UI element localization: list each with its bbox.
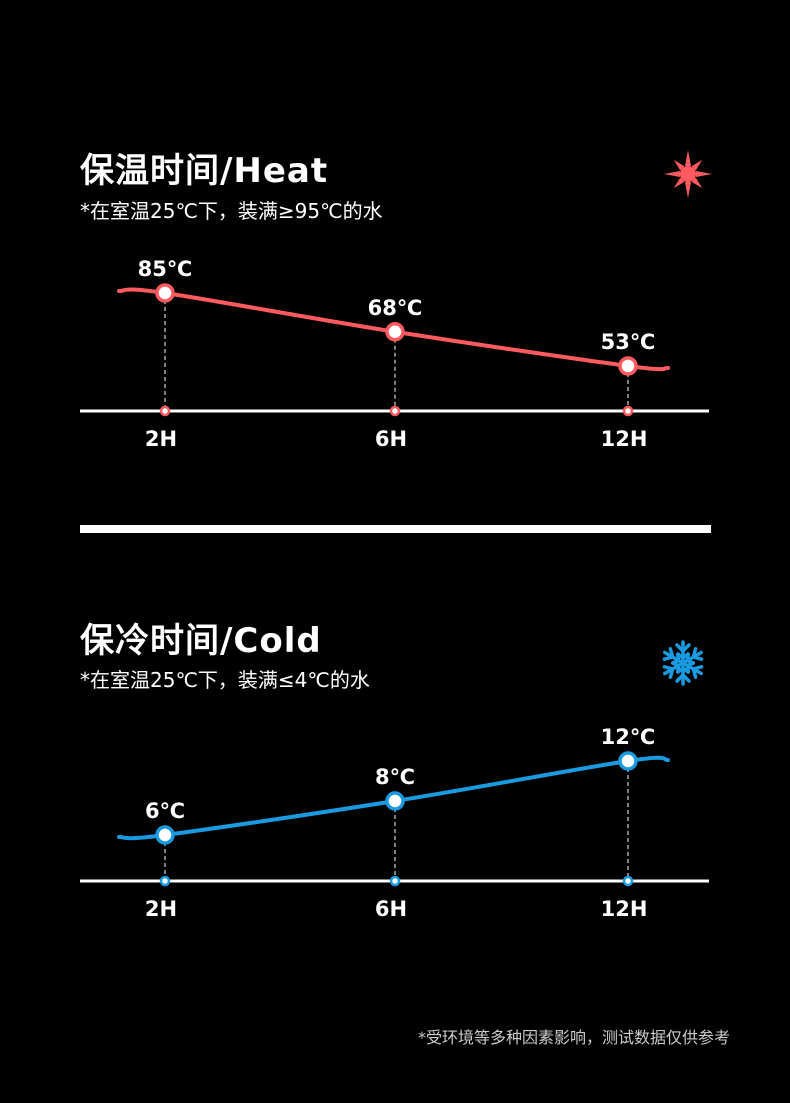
data-label: 85℃: [138, 257, 193, 281]
data-point: [385, 322, 405, 342]
heat-subtitle: *在室温25℃下，装满≥95℃的水: [80, 199, 383, 223]
cold-subtitle: *在室温25℃下，装满≤4℃的水: [80, 668, 370, 692]
axis-marker: [622, 405, 634, 417]
axis-marker: [389, 875, 401, 887]
axis-marker: [159, 875, 171, 887]
cold-title: 保冷时间/Cold: [80, 621, 322, 661]
x-tick-label: 2H: [145, 897, 177, 921]
data-point: [618, 356, 638, 376]
axis-marker: [389, 405, 401, 417]
x-tick-label: 12H: [601, 897, 648, 921]
x-tick-label: 6H: [375, 897, 407, 921]
sun-icon: [664, 150, 712, 198]
data-label: 12℃: [601, 725, 656, 749]
data-point: [155, 283, 175, 303]
data-label: 68℃: [368, 296, 423, 320]
snowflake-icon: [660, 640, 706, 686]
cold-chart: 6℃ 2H 8℃ 6H 12℃ 12H: [80, 725, 709, 921]
axis-marker: [622, 875, 634, 887]
data-point: [618, 751, 638, 771]
heat-title: 保温时间/Heat: [80, 151, 329, 191]
heat-chart: 85℃ 2H 68℃ 6H 53℃ 12H: [80, 257, 709, 451]
section-divider: [80, 525, 711, 533]
data-label: 53℃: [601, 330, 656, 354]
data-label: 8℃: [375, 765, 415, 789]
data-point: [155, 825, 175, 845]
data-label: 6℃: [145, 799, 185, 823]
x-tick-label: 12H: [601, 427, 648, 451]
data-point: [385, 791, 405, 811]
x-tick-label: 6H: [375, 427, 407, 451]
footnote: *受环境等多种因素影响，测试数据仅供参考: [417, 1028, 730, 1047]
x-tick-label: 2H: [145, 427, 177, 451]
axis-marker: [159, 405, 171, 417]
